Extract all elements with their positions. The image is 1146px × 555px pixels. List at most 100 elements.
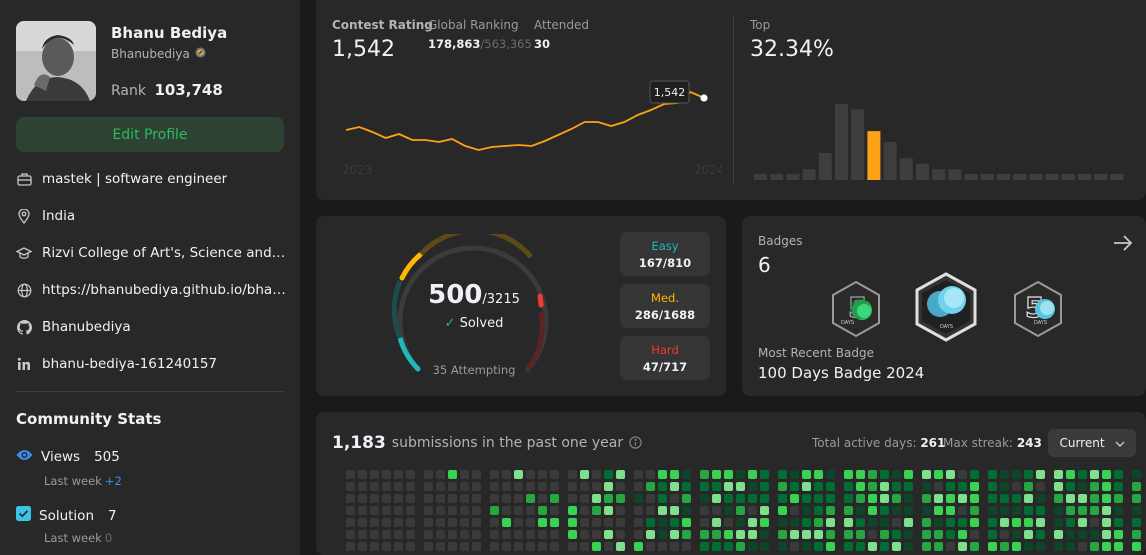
heatmap-cell[interactable]: [406, 470, 415, 479]
info-github[interactable]: Bhanubediya: [16, 317, 286, 337]
badge-50-days-2023[interactable]: 5 DAYS: [1012, 280, 1064, 342]
heatmap-cell[interactable]: [1012, 542, 1021, 551]
heatmap-cell[interactable]: [946, 494, 955, 503]
heatmap-cell[interactable]: [568, 482, 577, 491]
heatmap-cell[interactable]: [1066, 518, 1075, 527]
heatmap-cell[interactable]: [526, 482, 535, 491]
heatmap-cell[interactable]: [568, 518, 577, 527]
heatmap-cell[interactable]: [880, 482, 889, 491]
heatmap-cell[interactable]: [382, 530, 391, 539]
heatmap-cell[interactable]: [370, 470, 379, 479]
heatmap-cell[interactable]: [760, 506, 769, 515]
heatmap-cell[interactable]: [700, 530, 709, 539]
heatmap-cell[interactable]: [604, 506, 613, 515]
heatmap-cell[interactable]: [526, 530, 535, 539]
heatmap-cell[interactable]: [1000, 530, 1009, 539]
heatmap-cell[interactable]: [424, 494, 433, 503]
heatmap-cell[interactable]: [1114, 518, 1123, 527]
heatmap-cell[interactable]: [700, 506, 709, 515]
heatmap-cell[interactable]: [946, 542, 955, 551]
heatmap-cell[interactable]: [580, 470, 589, 479]
heatmap-cell[interactable]: [502, 506, 511, 515]
heatmap-cell[interactable]: [1102, 494, 1111, 503]
heatmap-cell[interactable]: [604, 518, 613, 527]
heatmap-cell[interactable]: [604, 470, 613, 479]
heatmap-cell[interactable]: [700, 482, 709, 491]
heatmap-cell[interactable]: [472, 470, 481, 479]
heatmap-cell[interactable]: [970, 470, 979, 479]
heatmap-cell[interactable]: [472, 494, 481, 503]
heatmap-cell[interactable]: [634, 542, 643, 551]
heatmap-cell[interactable]: [646, 470, 655, 479]
heatmap-cell[interactable]: [580, 482, 589, 491]
heatmap-cell[interactable]: [790, 482, 799, 491]
heatmap-cell[interactable]: [682, 506, 691, 515]
heatmap-cell[interactable]: [424, 482, 433, 491]
heatmap-cell[interactable]: [580, 494, 589, 503]
heatmap-cell[interactable]: [1066, 494, 1075, 503]
heatmap-cell[interactable]: [934, 494, 943, 503]
heatmap-cell[interactable]: [1024, 482, 1033, 491]
easy-box[interactable]: Easy 167/810: [620, 232, 710, 276]
heatmap-cell[interactable]: [790, 494, 799, 503]
heatmap-cell[interactable]: [988, 530, 997, 539]
heatmap-cell[interactable]: [568, 530, 577, 539]
heatmap-cell[interactable]: [346, 494, 355, 503]
heatmap-cell[interactable]: [538, 494, 547, 503]
heatmap-cell[interactable]: [1102, 542, 1111, 551]
heatmap-cell[interactable]: [922, 494, 931, 503]
heatmap-cell[interactable]: [736, 482, 745, 491]
heatmap-cell[interactable]: [946, 518, 955, 527]
heatmap-cell[interactable]: [634, 494, 643, 503]
heatmap-cell[interactable]: [1078, 506, 1087, 515]
heatmap-cell[interactable]: [1024, 518, 1033, 527]
heatmap-cell[interactable]: [406, 482, 415, 491]
heatmap-cell[interactable]: [1012, 494, 1021, 503]
heatmap-cell[interactable]: [922, 482, 931, 491]
info-website[interactable]: https://bhanubediya.github.io/bhanu...: [16, 280, 286, 300]
heatmap-cell[interactable]: [1036, 518, 1045, 527]
heatmap-cell[interactable]: [670, 542, 679, 551]
heatmap-cell[interactable]: [904, 482, 913, 491]
heatmap-cell[interactable]: [682, 530, 691, 539]
heatmap-cell[interactable]: [526, 494, 535, 503]
heatmap-cell[interactable]: [682, 482, 691, 491]
heatmap-cell[interactable]: [724, 530, 733, 539]
heatmap-cell[interactable]: [826, 542, 835, 551]
heatmap-cell[interactable]: [502, 482, 511, 491]
heatmap-cell[interactable]: [958, 494, 967, 503]
heatmap-cell[interactable]: [736, 470, 745, 479]
heatmap-cell[interactable]: [436, 470, 445, 479]
heatmap-cell[interactable]: [370, 494, 379, 503]
heatmap-cell[interactable]: [934, 482, 943, 491]
heatmap-cell[interactable]: [946, 470, 955, 479]
heatmap-cell[interactable]: [1054, 542, 1063, 551]
heatmap-cell[interactable]: [1132, 542, 1141, 551]
heatmap-cell[interactable]: [748, 470, 757, 479]
heatmap-cell[interactable]: [844, 506, 853, 515]
heatmap-cell[interactable]: [634, 482, 643, 491]
heatmap-cell[interactable]: [346, 518, 355, 527]
heatmap-cell[interactable]: [946, 482, 955, 491]
heatmap-cell[interactable]: [538, 542, 547, 551]
heatmap-cell[interactable]: [1114, 530, 1123, 539]
heatmap-cell[interactable]: [370, 482, 379, 491]
heatmap-cell[interactable]: [1066, 506, 1075, 515]
heatmap-cell[interactable]: [670, 506, 679, 515]
heatmap-cell[interactable]: [970, 518, 979, 527]
heatmap-cell[interactable]: [580, 518, 589, 527]
heatmap-cell[interactable]: [646, 518, 655, 527]
heatmap-cell[interactable]: [760, 470, 769, 479]
heatmap-cell[interactable]: [1114, 506, 1123, 515]
heatmap-cell[interactable]: [1078, 518, 1087, 527]
heatmap-cell[interactable]: [550, 518, 559, 527]
heatmap-cell[interactable]: [634, 470, 643, 479]
heatmap-cell[interactable]: [658, 482, 667, 491]
heatmap-cell[interactable]: [682, 494, 691, 503]
heatmap-cell[interactable]: [472, 518, 481, 527]
heatmap-cell[interactable]: [826, 470, 835, 479]
heatmap-cell[interactable]: [670, 518, 679, 527]
heatmap-cell[interactable]: [1066, 470, 1075, 479]
heatmap-cell[interactable]: [748, 530, 757, 539]
heatmap-cell[interactable]: [712, 530, 721, 539]
